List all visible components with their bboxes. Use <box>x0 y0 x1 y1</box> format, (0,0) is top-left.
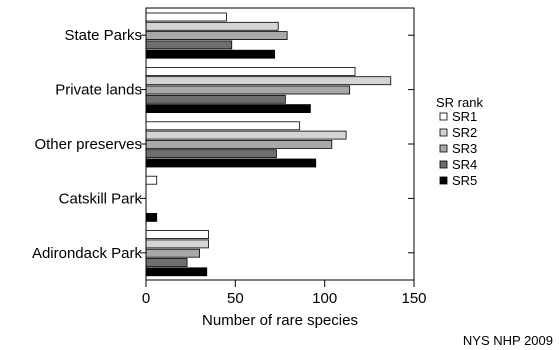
bar-sr2-4 <box>145 239 209 249</box>
bar-sr4-2 <box>145 149 277 159</box>
bar-sr4-1 <box>145 94 286 104</box>
bars-group <box>145 12 392 277</box>
category-label: Other preserves <box>34 136 142 153</box>
bar-sr2-0 <box>145 21 279 31</box>
category-label: Adirondack Park <box>32 245 143 262</box>
legend-label-sr3: SR3 <box>452 141 477 156</box>
credit-text: NYS NHP 2009 <box>463 333 553 348</box>
category-label: State Parks <box>64 27 142 44</box>
bar-sr2-2 <box>145 130 347 140</box>
legend-swatch-sr2 <box>439 128 448 137</box>
bar-sr1-3 <box>145 175 158 185</box>
bar-sr5-0 <box>145 49 276 59</box>
bar-sr2-1 <box>145 76 392 86</box>
bar-sr3-1 <box>145 85 351 95</box>
bar-sr5-4 <box>145 267 208 277</box>
x-axis: 0 50 100 150 <box>142 280 427 307</box>
x-axis-label: Number of rare species <box>202 312 358 329</box>
x-tick-label: 0 <box>142 290 150 307</box>
category-label: Catskill Park <box>59 190 143 207</box>
legend-label-sr1: SR1 <box>452 109 477 124</box>
legend-swatch-sr3 <box>439 144 448 153</box>
category-label: Private lands <box>55 82 142 99</box>
bar-sr3-2 <box>145 139 333 149</box>
legend-label-sr2: SR2 <box>452 125 477 140</box>
legend-swatch-sr1 <box>439 112 448 121</box>
bar-sr5-2 <box>145 158 317 168</box>
legend-swatch-sr5 <box>439 176 448 185</box>
bar-sr5-1 <box>145 104 311 113</box>
legend-swatch-sr4 <box>439 160 448 169</box>
bar-sr4-0 <box>145 40 233 50</box>
bar-sr1-0 <box>145 12 227 22</box>
bar-sr1-1 <box>145 67 356 76</box>
legend-label-sr5: SR5 <box>452 173 477 188</box>
category-labels: State Parks Private lands Other preserves C… <box>32 27 414 262</box>
x-tick-label: 100 <box>312 290 337 307</box>
bar-sr5-3 <box>145 212 158 222</box>
bar-sr3-0 <box>145 31 288 41</box>
bar-sr1-4 <box>145 230 209 240</box>
bar-sr1-2 <box>145 121 301 131</box>
x-tick-label: 150 <box>401 290 426 307</box>
bar-sr3-4 <box>145 248 200 258</box>
bar-sr4-4 <box>145 258 188 267</box>
legend-title: SR rank <box>436 95 483 110</box>
x-tick-label: 50 <box>227 290 244 307</box>
legend-label-sr4: SR4 <box>452 157 477 172</box>
